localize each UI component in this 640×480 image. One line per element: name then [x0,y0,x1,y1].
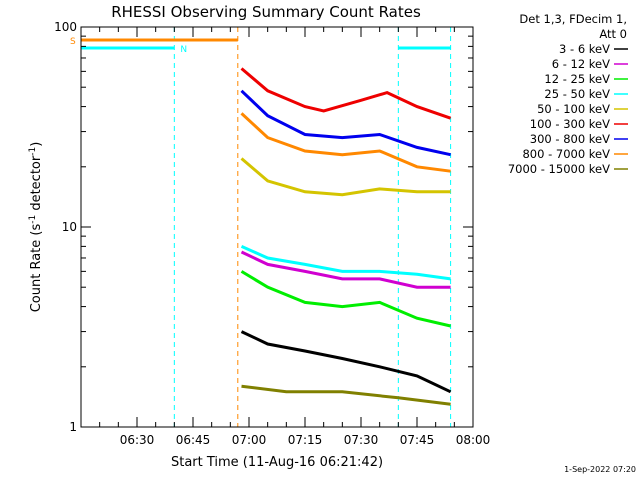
x-tick-label: 07:30 [344,433,379,447]
legend-entry-label: 6 - 12 keV [552,57,610,71]
legend-entry-label: 3 - 6 keV [559,42,610,56]
legend-entry-label: 7000 - 15000 keV [508,162,610,176]
x-tick-label: 08:00 [456,433,491,447]
legend-entry-label: 800 - 7000 keV [522,147,610,161]
x-tick-label: 06:30 [120,433,155,447]
series-line-7000-15000-kev [241,384,451,406]
x-tick-label: 07:00 [232,433,267,447]
series-line-6-12-kev [240,250,451,289]
generation-timestamp: 1-Sep-2022 07:20 [564,465,636,474]
plot-area: SN [70,27,452,427]
y-axis-label: Count Rate (s-1 detector-1) [28,142,44,313]
plot-frame [80,26,474,428]
legend-header-line-1: Det 1,3, FDecim 1, [519,12,627,26]
x-tick-label: 07:45 [400,433,435,447]
chart-title: RHESSI Observing Summary Count Rates [111,3,421,21]
x-axis: 06:30 06:45 07:00 07:15 07:30 07:45 08:00 [80,27,491,447]
y-tick-label: 10 [62,220,77,234]
x-tick-label: 06:45 [176,433,211,447]
flag-label: S [70,37,76,47]
x-tick-label: 07:15 [288,433,323,447]
legend-header-line-2: Att 0 [599,27,627,41]
y-tick-label: 1 [69,420,77,434]
legend-entry-label: 25 - 50 keV [544,87,610,101]
series-line-100-300-kev [240,67,452,120]
x-axis-label: Start Time (11-Aug-16 06:21:42) [171,455,383,470]
y-tick-label: 100 [54,20,77,34]
series-line-3-6-kev [240,330,452,394]
legend-entry-label: 50 - 100 keV [537,102,610,116]
flag-label: N [180,45,187,55]
legend-entry-label: 100 - 300 keV [530,117,610,131]
legend-entry-label: 12 - 25 keV [544,72,610,86]
y-axis: 1 10 100 [54,20,473,434]
series-line-25-50-kev [240,245,451,281]
legend-entry-label: 300 - 800 keV [530,132,610,146]
series-line-300-800-kev [240,89,451,157]
series-line-12-25-kev [240,270,451,328]
series-line-50-100-kev [240,157,451,197]
series-line-800-7000-kev [240,112,451,173]
